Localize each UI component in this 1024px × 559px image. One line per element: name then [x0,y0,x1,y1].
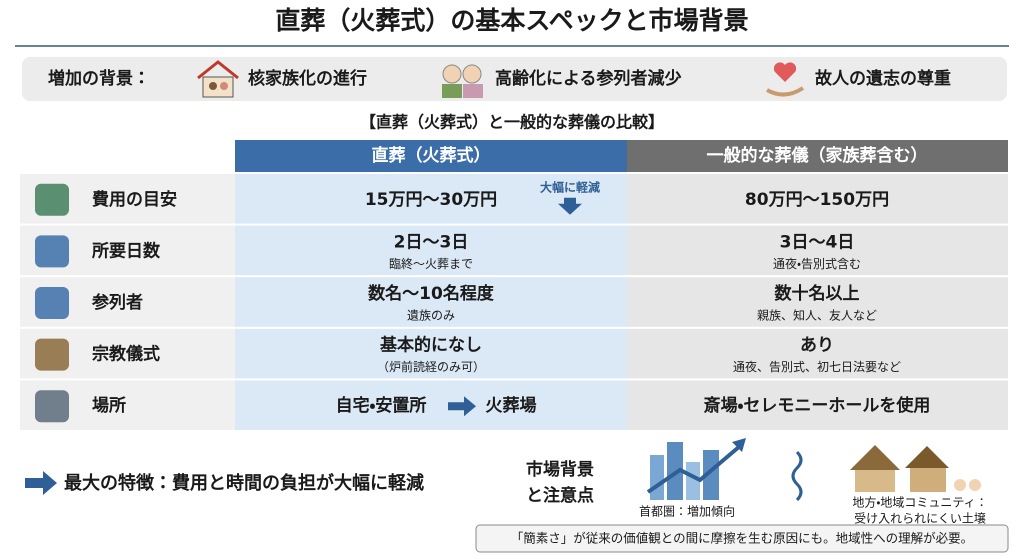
background-item: 故人の遺志の尊重 [815,68,951,89]
direct-cell [235,174,627,224]
cell-main: 斎場・セレモニーホールを使用 [704,395,931,416]
row-label: 参列者 [91,292,143,313]
row-icon [35,235,69,268]
row-label: 宗教儀式 [92,344,160,365]
cell-sub: 通夜、告別式、初七日法要など [733,360,901,374]
market-title: と注意点 [526,485,594,506]
cell-main: 3日〜4日 [780,232,855,252]
cell-main: 数名〜10名程度 [367,283,495,304]
direct-cell [235,277,627,327]
cell-sub: 親族、知人、友人など [757,309,877,323]
wave [791,450,803,502]
cell-main: 15万円〜30万円 [365,190,497,210]
market-rural: 受け入れられにくい土壌 [854,512,986,526]
row-icon [35,183,69,216]
market-title: 市場背景 [526,459,594,480]
col-header: 直葬（火葬式） [372,145,491,166]
icon-house [197,60,239,98]
cell-main: 80万円〜150万円 [745,190,889,210]
icon-elderly [442,64,483,98]
cell-sub: 通夜・告別式含む [773,257,861,271]
table-title: 【直葬（火葬式）と一般的な葬儀の比較】 [360,113,664,132]
cell-sub: （炉前読経のみ可） [377,359,485,374]
cell-main: 2日〜3日 [394,232,469,252]
background-bar [22,57,1007,101]
col-header: 一般的な葬儀（家族葬含む） [707,145,928,166]
market-rural: 地方・地域コミュニティ： [852,495,987,510]
background-item: 核家族化の進行 [248,68,367,89]
direct-cell [235,380,627,430]
general-cell [627,225,1008,276]
note-box [475,524,1009,553]
background-label: 増加の背景： [48,68,150,89]
col-header-bg [627,140,1008,172]
general-cell [627,174,1008,224]
row-icon [35,287,69,319]
icon-village [850,445,981,492]
cell-sub: 遺族のみ [407,308,455,323]
cell-sub: 臨終〜火葬まで [389,256,473,271]
market-urban: 首都圏：増加傾向 [639,504,735,519]
cell-main: 火葬場 [486,395,537,416]
feature-arrow [25,471,57,495]
cell-main: 数十名以上 [774,283,860,304]
cell-main: 自宅・安置所 [336,395,427,416]
title: 直葬（火葬式）の基本スペックと市場背景 [275,6,748,35]
cell-main: あり [800,336,834,356]
market-note: 「簡素さ」が従来の価値観との間に摩擦を生む原因にも。地域性への理解が必要。 [511,531,973,546]
row-label: 所要日数 [91,240,161,261]
row-label: 場所 [92,395,126,416]
note-arrow [558,197,582,215]
cell-arrow [448,396,476,417]
general-cell [627,328,1008,379]
row-label: 費用の目安 [92,189,177,210]
general-cell [627,277,1008,327]
row-icon [35,390,69,423]
cell-note: 大幅に軽減 [540,179,600,194]
col-header-bg [235,140,627,172]
direct-cell [235,225,627,276]
icon-heart-hand [766,62,805,97]
icon-city [646,438,746,500]
feature: 最大の特徴：費用と時間の負担が大幅に軽減 [64,472,424,494]
cell-main: 基本的になし [379,335,482,356]
row-icon [35,338,69,371]
background-item: 高齢化による参列者減少 [495,68,682,89]
general-cell [627,380,1008,430]
direct-cell [235,328,627,379]
